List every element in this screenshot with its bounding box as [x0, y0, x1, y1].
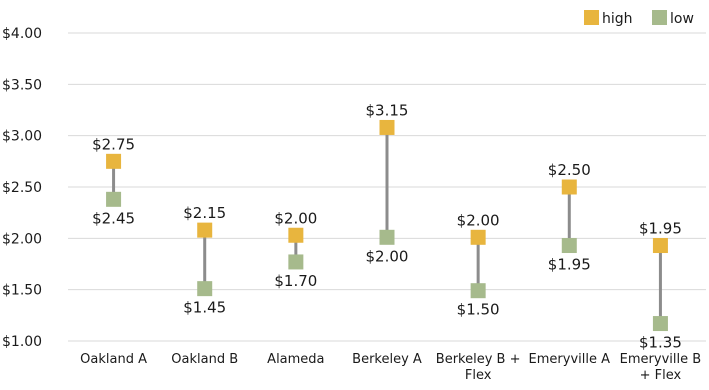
y-tick-label: $4.00: [2, 26, 42, 42]
high-value-label: $2.00: [457, 211, 500, 229]
high-value-label: $2.50: [548, 161, 591, 179]
y-tick-label: $3.00: [2, 129, 42, 145]
high-value-label: $2.15: [183, 204, 226, 222]
category-label: Berkeley A: [352, 352, 422, 367]
high-marker: [470, 229, 486, 245]
low-marker: [379, 229, 395, 245]
high-marker: [197, 222, 213, 238]
y-axis: $1.00 $1.50 $2.00 $2.50 $3.00 $3.50 $4.00: [2, 26, 42, 350]
category-label-line: Emeryville B: [620, 352, 702, 367]
high-marker: [379, 119, 395, 135]
high-value-label: $2.00: [274, 209, 317, 227]
category-label: Emeryville B + Flex: [620, 352, 702, 383]
high-value-label: $3.15: [366, 101, 409, 119]
low-value-label: $2.00: [366, 247, 409, 265]
low-legend-label: low: [670, 11, 694, 27]
low-marker: [197, 281, 213, 297]
low-marker: [106, 191, 122, 207]
category-label-line: Flex: [465, 368, 492, 383]
low-marker: [288, 254, 304, 270]
category-label-line: + Flex: [640, 368, 682, 383]
low-marker: [470, 283, 486, 299]
low-value-label: $1.50: [457, 301, 500, 319]
low-value-label: $1.35: [639, 334, 682, 352]
low-value-label: $1.45: [183, 299, 226, 317]
category-label-line: Oakland A: [80, 352, 147, 367]
high-legend-label: high: [602, 11, 633, 27]
legend: high low: [584, 10, 694, 27]
high-marker: [106, 153, 122, 169]
high-value-label: $1.95: [639, 220, 682, 238]
high-marker: [652, 238, 668, 254]
x-axis: Oakland A Oakland B Alameda Berkeley A Berke…: [80, 352, 701, 383]
category-label-line: Emeryville A: [529, 352, 611, 367]
y-tick-label: $3.50: [2, 77, 42, 93]
category-label: Berkeley B + Flex: [436, 352, 521, 383]
category-label: Emeryville A: [529, 352, 611, 367]
y-tick-label: $1.00: [2, 334, 42, 350]
low-legend-swatch: [652, 10, 667, 25]
low-marker: [652, 316, 668, 332]
category-label: Alameda: [267, 352, 324, 367]
y-tick-label: $2.50: [2, 180, 42, 196]
high-low-connectors: [112, 127, 662, 324]
category-label: Oakland A: [80, 352, 147, 367]
category-label-line: Berkeley A: [352, 352, 422, 367]
low-value-label: $1.95: [548, 256, 591, 274]
high-legend-swatch: [584, 10, 599, 25]
high-value-label: $2.75: [92, 135, 135, 153]
y-tick-label: $2.00: [2, 231, 42, 247]
high-marker: [288, 227, 304, 243]
low-value-label: $2.45: [92, 209, 135, 227]
category-label-line: Alameda: [267, 352, 324, 367]
category-label-line: Oakland B: [171, 352, 238, 367]
low-marker: [561, 238, 577, 254]
data-labels: $2.75 $2.15 $2.00 $3.15 $2.00 $2.50 $1.95 $2.45…: [92, 101, 682, 351]
category-label-line: Berkeley B +: [436, 352, 521, 367]
low-value-label: $1.70: [274, 272, 317, 290]
y-tick-label: $1.50: [2, 283, 42, 299]
category-label: Oakland B: [171, 352, 238, 367]
high-marker: [561, 179, 577, 195]
data-markers: [106, 119, 668, 332]
